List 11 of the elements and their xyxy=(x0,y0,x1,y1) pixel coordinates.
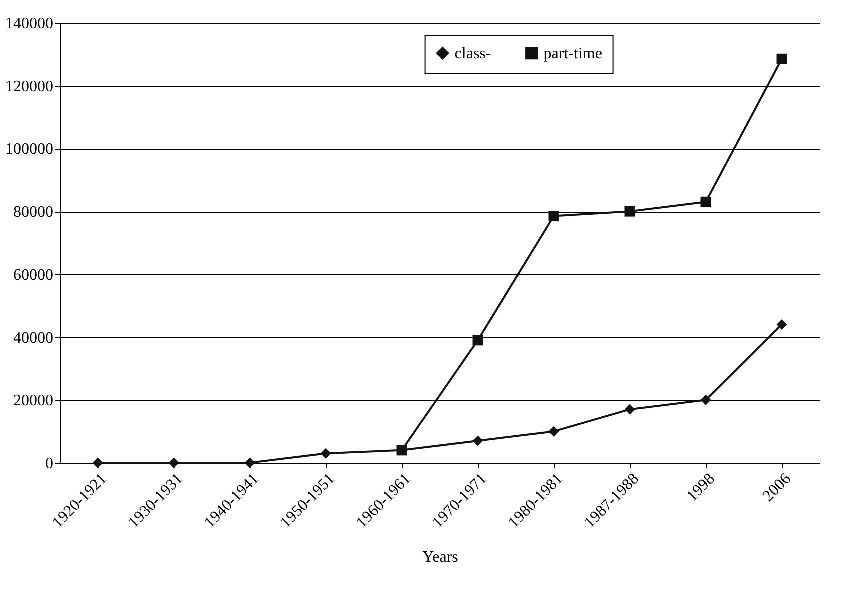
y-tick-label: 140000 xyxy=(6,16,54,32)
y-tick-label: 100000 xyxy=(6,141,54,158)
y-tick-label: 120000 xyxy=(6,78,54,96)
legend-label: part-time xyxy=(544,45,602,62)
x-axis-title: Years xyxy=(422,548,458,566)
y-tick-label: 20000 xyxy=(14,392,54,410)
y-tick-label: 40000 xyxy=(14,330,54,347)
y-tick-label: 60000 xyxy=(14,266,54,284)
y-tick-label: 80000 xyxy=(14,204,54,222)
y-tick-label: 0 xyxy=(46,456,54,472)
legend-label: class- xyxy=(454,45,492,62)
